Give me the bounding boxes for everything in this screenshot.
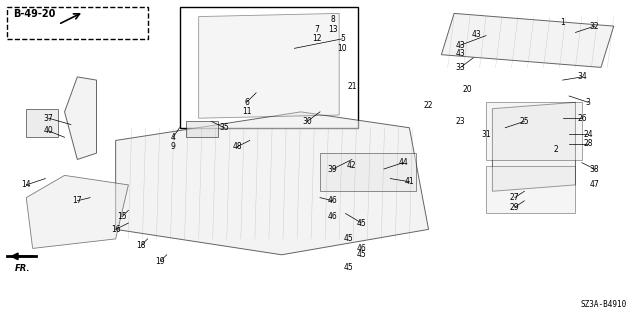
Polygon shape	[486, 166, 575, 213]
Text: 37: 37	[44, 114, 54, 123]
Text: 43: 43	[472, 30, 481, 39]
Polygon shape	[186, 122, 218, 137]
Text: 18: 18	[136, 241, 146, 250]
Text: 38: 38	[590, 165, 600, 174]
Text: 46: 46	[328, 196, 338, 205]
Polygon shape	[442, 13, 614, 67]
Text: 7: 7	[314, 25, 319, 34]
Text: B-49-20: B-49-20	[13, 9, 56, 19]
Polygon shape	[198, 13, 339, 118]
Text: SZ3A-B4910: SZ3A-B4910	[580, 300, 627, 309]
Text: 31: 31	[481, 130, 491, 138]
Text: 24: 24	[584, 130, 593, 138]
Text: 42: 42	[347, 161, 356, 170]
Text: 22: 22	[424, 101, 433, 110]
Text: 43: 43	[456, 41, 465, 50]
Text: 9: 9	[171, 142, 175, 151]
Text: 34: 34	[577, 72, 587, 81]
Text: 45: 45	[344, 234, 354, 243]
Polygon shape	[65, 77, 97, 160]
Text: 45: 45	[356, 250, 366, 259]
Text: 30: 30	[302, 117, 312, 126]
Text: 33: 33	[456, 63, 465, 72]
Polygon shape	[26, 175, 129, 249]
Text: 35: 35	[220, 123, 229, 132]
Text: 16: 16	[111, 225, 120, 234]
Text: 4: 4	[171, 133, 175, 142]
Text: 15: 15	[117, 212, 127, 221]
Text: 45: 45	[356, 219, 366, 227]
Text: 12: 12	[312, 34, 321, 43]
Text: 28: 28	[584, 139, 593, 148]
Polygon shape	[492, 102, 575, 191]
Text: 40: 40	[44, 126, 54, 135]
Polygon shape	[486, 102, 582, 160]
Text: 10: 10	[337, 44, 347, 53]
Text: 43: 43	[456, 48, 465, 58]
Text: 6: 6	[244, 98, 249, 107]
Text: 45: 45	[344, 263, 354, 272]
Text: FR.: FR.	[15, 264, 31, 273]
Text: 41: 41	[404, 177, 414, 186]
Text: 48: 48	[232, 142, 242, 151]
Text: 11: 11	[242, 108, 252, 116]
Polygon shape	[320, 153, 416, 191]
Bar	[179, 7, 358, 128]
Polygon shape	[26, 109, 58, 137]
Text: 44: 44	[398, 158, 408, 167]
Text: 14: 14	[21, 181, 31, 189]
Text: 27: 27	[510, 193, 520, 202]
Text: 13: 13	[328, 25, 337, 34]
Text: 8: 8	[330, 15, 335, 24]
Bar	[7, 7, 148, 39]
Text: 47: 47	[589, 181, 600, 189]
Text: 46: 46	[328, 212, 338, 221]
Text: 32: 32	[590, 22, 600, 31]
Text: 29: 29	[510, 203, 520, 211]
Text: 46: 46	[356, 244, 366, 253]
Text: 25: 25	[520, 117, 529, 126]
Text: 2: 2	[554, 145, 559, 154]
Text: 39: 39	[328, 165, 338, 174]
Text: 20: 20	[462, 85, 472, 94]
Text: 23: 23	[456, 117, 465, 126]
Text: 26: 26	[577, 114, 587, 123]
Text: 1: 1	[560, 19, 565, 27]
Text: 17: 17	[72, 196, 82, 205]
Polygon shape	[116, 112, 429, 255]
Text: 5: 5	[340, 34, 345, 43]
Text: 21: 21	[347, 82, 356, 91]
Text: 19: 19	[156, 257, 165, 266]
Text: 3: 3	[586, 98, 591, 107]
